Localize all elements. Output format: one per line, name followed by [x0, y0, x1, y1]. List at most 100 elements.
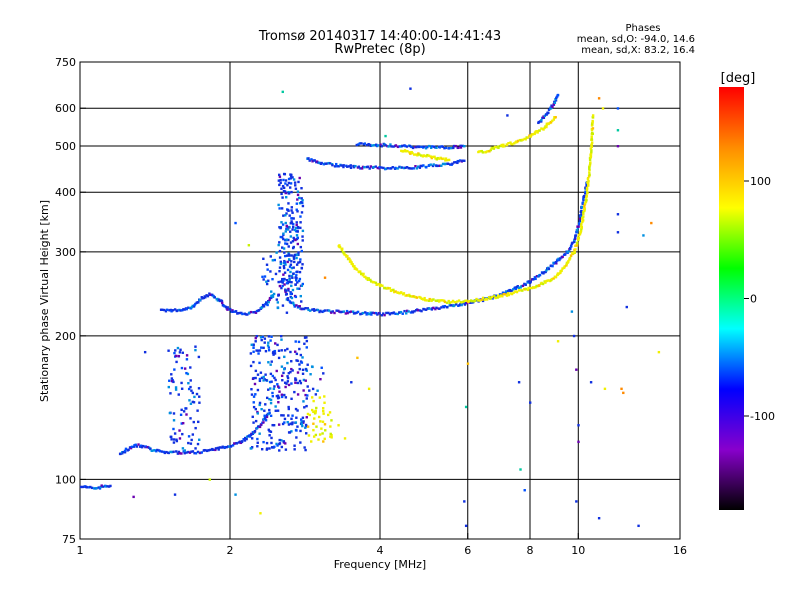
data-point-776 — [580, 226, 583, 230]
data-point-1661 — [294, 187, 298, 190]
data-point-823 — [588, 158, 592, 162]
data-point-1718 — [296, 287, 299, 290]
data-point-1895 — [519, 468, 522, 471]
data-point-1674 — [292, 217, 295, 220]
data-point-1510 — [275, 369, 278, 373]
data-point-365 — [435, 306, 438, 310]
data-point-1917 — [642, 234, 645, 237]
data-point-1517 — [249, 447, 253, 450]
data-point-659 — [467, 300, 471, 303]
data-point-1842 — [311, 408, 314, 412]
data-point-1773 — [298, 270, 302, 274]
data-point-437 — [524, 283, 527, 286]
data-point-1918 — [650, 221, 653, 225]
data-point-1127 — [540, 127, 543, 130]
y-tick-label-4: 400 — [55, 186, 76, 199]
data-point-1832 — [324, 429, 327, 432]
data-point-808 — [586, 182, 590, 185]
data-point-1426 — [277, 356, 281, 360]
data-point-222 — [236, 311, 240, 315]
data-point-92 — [211, 448, 215, 451]
data-point-1263 — [197, 387, 201, 390]
data-point-1014 — [431, 145, 434, 148]
data-point-1347 — [268, 408, 271, 412]
data-point-1166 — [552, 102, 556, 106]
data-point-255 — [271, 295, 275, 298]
data-point-972 — [367, 142, 370, 146]
data-point-1371 — [276, 385, 280, 388]
stats-line-x: mean, sd,X: 83.2, 16.4 — [581, 45, 695, 56]
data-point-995 — [401, 144, 404, 148]
data-point-1604 — [291, 276, 294, 279]
data-point-888 — [349, 166, 353, 170]
data-point-1393 — [280, 365, 284, 368]
data-point-1909 — [616, 129, 620, 132]
data-point-1774 — [271, 259, 275, 262]
data-point-877 — [335, 162, 338, 166]
data-point-1884 — [356, 356, 359, 360]
data-point-79 — [193, 451, 196, 455]
data-point-882 — [342, 165, 345, 169]
data-point-1642 — [301, 204, 305, 208]
data-point-530 — [582, 194, 586, 198]
data-point-220 — [234, 310, 238, 313]
data-point-1360 — [286, 361, 289, 365]
data-point-1170 — [554, 98, 557, 101]
data-point-572 — [359, 270, 362, 273]
data-point-1152 — [542, 115, 545, 118]
stats-title: Phases — [625, 23, 660, 34]
data-point-452 — [538, 273, 542, 277]
data-point-27 — [123, 451, 127, 454]
data-point-170 — [187, 306, 190, 309]
data-point-773 — [579, 229, 583, 233]
data-point-1471 — [273, 385, 276, 388]
data-point-1443 — [275, 442, 278, 446]
data-point-1623 — [284, 230, 287, 233]
data-point-1593 — [294, 283, 297, 286]
data-point-891 — [354, 164, 357, 168]
data-point-721 — [547, 279, 550, 282]
data-point-39 — [135, 445, 139, 448]
data-point-929 — [414, 165, 417, 168]
data-point-1274 — [270, 436, 273, 440]
data-point-988 — [390, 145, 393, 148]
grid — [80, 62, 680, 539]
data-point-1116 — [529, 135, 532, 138]
data-point-1814 — [320, 427, 323, 430]
data-point-569 — [355, 268, 359, 271]
data-point-1058 — [429, 155, 433, 158]
data-point-164 — [179, 309, 182, 312]
data-point-1812 — [321, 407, 325, 410]
data-point-219 — [233, 310, 236, 313]
data-point-1516 — [269, 430, 273, 433]
data-point-1358 — [256, 410, 259, 414]
data-point-876 — [333, 165, 337, 168]
data-point-1880 — [234, 221, 237, 225]
data-point-321 — [371, 311, 374, 314]
data-point-1213 — [172, 441, 176, 444]
data-point-1626 — [292, 236, 295, 240]
data-point-986 — [387, 145, 390, 148]
data-point-128 — [251, 432, 255, 435]
data-point-1893 — [506, 114, 509, 117]
data-point-961 — [458, 159, 462, 162]
data-point-627 — [422, 298, 425, 301]
data-point-1700 — [301, 239, 304, 242]
data-point-200 — [216, 297, 219, 301]
data-point-1830 — [322, 440, 325, 443]
colorbar-tick-label-1: 0 — [750, 293, 757, 306]
data-point-1300 — [252, 350, 255, 353]
data-point-832 — [590, 145, 594, 149]
data-point-419 — [504, 290, 508, 293]
data-point-418 — [504, 291, 507, 295]
data-point-964 — [463, 159, 466, 162]
data-point-1158 — [547, 111, 550, 115]
data-point-193 — [209, 293, 213, 296]
data-point-873 — [328, 162, 332, 165]
data-point-131 — [253, 429, 257, 433]
data-point-252 — [270, 296, 273, 300]
data-point-124 — [248, 435, 252, 438]
data-point-1665 — [286, 268, 290, 272]
data-point-1772 — [282, 279, 285, 282]
colorbar-tick-label-2: -100 — [750, 410, 775, 423]
